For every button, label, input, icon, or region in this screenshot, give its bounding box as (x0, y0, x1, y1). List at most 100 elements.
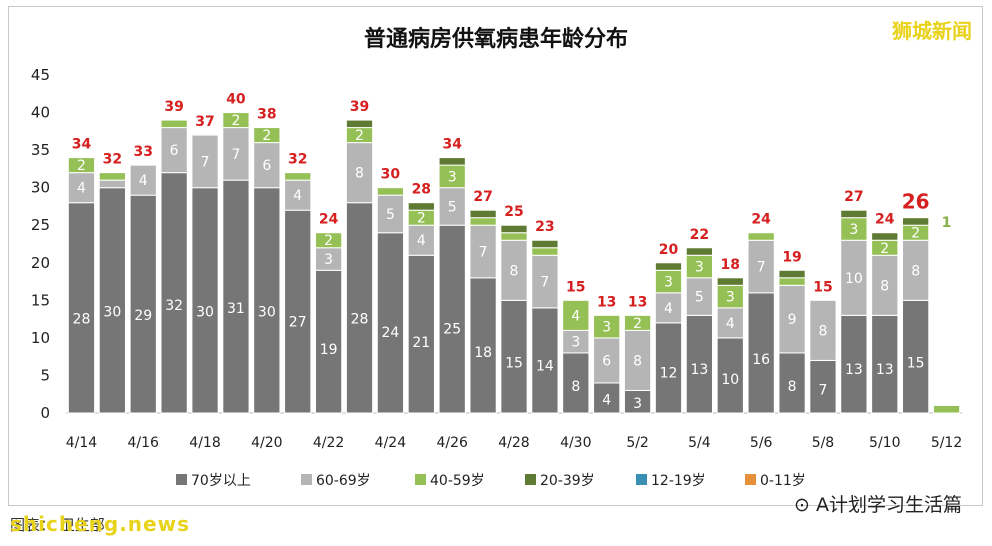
bar-segment (778, 352, 806, 414)
segment-value-label: 2 (633, 316, 642, 332)
segment-value-label: 2 (77, 158, 86, 174)
bar-segment (376, 194, 405, 234)
wechat-watermark: ⊙ A计划学习生活篇 (794, 490, 962, 517)
segment-value-label: 7 (231, 147, 240, 163)
y-tick-label: 25 (31, 216, 50, 234)
bar-segment (531, 307, 559, 414)
bar-segment (284, 172, 312, 181)
segment-value-label: 8 (355, 166, 364, 182)
legend-swatch (745, 474, 756, 485)
bar-segment (871, 314, 899, 414)
bar-segment (531, 254, 559, 309)
total-value-label: 28 (412, 182, 431, 198)
segment-value-label: 13 (876, 362, 894, 378)
bar-segment (129, 164, 157, 196)
bar-segment (778, 284, 806, 354)
segment-value-label: 30 (196, 305, 214, 321)
segment-value-label: 15 (505, 355, 523, 371)
segment-value-label: 4 (417, 233, 426, 249)
legend: 70岁以上 60-69岁 40-59岁 20-39岁 12-19岁 0-11岁 (176, 473, 806, 489)
x-tick-label: 4/30 (560, 435, 591, 451)
segment-value-label: 5 (695, 290, 704, 306)
segment-value-label: 32 (165, 298, 183, 314)
total-value-label: 15 (813, 279, 832, 295)
total-value-label: 39 (350, 99, 369, 115)
bar-segment (593, 382, 621, 414)
segment-value-label: 5 (448, 199, 457, 215)
bar-segment (871, 254, 899, 316)
x-tick-label: 4/22 (313, 435, 344, 451)
x-tick-label: 5/2 (626, 435, 649, 451)
segment-value-label: 5 (386, 207, 395, 223)
chart-title: 普通病房供氧病患年龄分布 (364, 26, 628, 52)
segment-value-label: 7 (201, 154, 210, 170)
segment-value-label: 4 (139, 173, 148, 189)
total-value-label: 40 (226, 92, 246, 108)
x-tick-label: 5/4 (688, 435, 711, 451)
total-value-label: 38 (257, 107, 276, 123)
total-value-label: 24 (875, 212, 895, 228)
bar-segment (809, 299, 837, 361)
bar-segment (222, 112, 250, 129)
total-value-label: 24 (751, 212, 771, 228)
bar-segment (500, 299, 528, 414)
segment-value-label: 2 (911, 226, 920, 242)
segment-value-label: 3 (324, 252, 333, 268)
segment-value-label: 2 (355, 128, 364, 144)
segment-value-label: 7 (819, 382, 828, 398)
legend-swatch (525, 474, 536, 485)
bar-segment (253, 142, 281, 189)
segment-value-label: 6 (602, 353, 611, 369)
total-value-label: 13 (597, 294, 616, 310)
total-value-label: 37 (195, 114, 214, 130)
legend-label: 0-11岁 (760, 473, 806, 489)
bar-segment (902, 299, 930, 414)
total-value-label: 33 (133, 144, 152, 160)
segment-value-label: 18 (474, 345, 492, 361)
total-value-label: 39 (164, 99, 183, 115)
bar-segment (469, 277, 497, 414)
x-tick-label: 4/16 (128, 435, 160, 451)
bar-segment (98, 172, 126, 181)
bar-segment (222, 127, 250, 181)
x-tick-label: 4/28 (498, 435, 529, 451)
total-value-label: 32 (288, 152, 307, 168)
segment-value-label: 30 (258, 305, 276, 321)
total-value-label: 24 (319, 212, 339, 228)
x-tick-label: 5/12 (931, 435, 962, 451)
total-value-label: 23 (535, 219, 554, 235)
bar-segment (500, 232, 528, 241)
segment-value-label: 3 (849, 222, 858, 238)
x-tick-label: 4/20 (251, 435, 282, 451)
segment-value-label: 6 (170, 143, 179, 159)
bar-segment (840, 314, 868, 414)
segment-value-label: 4 (571, 308, 580, 324)
bar-segment (902, 217, 930, 226)
bar-segment (562, 299, 590, 331)
bar-segment (685, 277, 714, 316)
segment-value-label: 4 (664, 301, 673, 317)
x-tick-label: 4/26 (436, 435, 468, 451)
total-value-label: 19 (782, 249, 801, 265)
segment-value-label: 8 (911, 263, 920, 279)
segment-value-label: 2 (262, 128, 271, 144)
total-value-label: 20 (659, 242, 679, 258)
legend-swatch (176, 474, 187, 485)
bar-group: 2842343032294333263930737317240306238274… (67, 92, 961, 414)
segment-value-label: 28 (351, 311, 369, 327)
segment-value-label: 4 (293, 188, 302, 204)
bar-segment (932, 404, 961, 414)
bar-segment (747, 232, 775, 241)
segment-value-label: 3 (571, 335, 580, 351)
bar-segment (902, 239, 930, 301)
y-tick-label: 15 (31, 291, 50, 309)
bar-segment (747, 292, 775, 414)
bar-segment (253, 187, 281, 414)
segment-value-label: 3 (695, 260, 704, 276)
bar-segment (160, 119, 188, 129)
bar-segment (345, 119, 374, 129)
segment-value-label: 9 (788, 312, 797, 328)
bar-segment (98, 187, 126, 414)
segment-value-label: 14 (536, 359, 554, 375)
